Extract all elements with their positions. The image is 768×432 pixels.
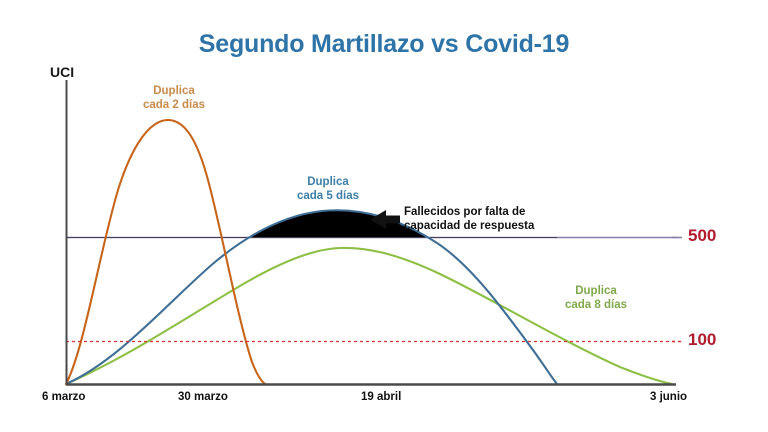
- x-tick-label-2: 19 abril: [361, 391, 402, 403]
- left-arrow-icon: [370, 210, 400, 229]
- excess-deaths-area: [66, 210, 557, 238]
- annotation-excess-deaths: Fallecidos por falta de capacidad de res…: [404, 206, 535, 232]
- threshold-label-100: 100: [688, 330, 717, 349]
- curve-duplica-5-dias: [64, 209, 559, 386]
- series-label-duplica-8-dias: Duplica cada 8 días: [564, 285, 627, 311]
- x-tick-label-1: 30 marzo: [178, 391, 228, 403]
- page-title: Segundo Martillazo vs Covid-19: [198, 30, 570, 58]
- threshold-label-500: 500: [688, 226, 717, 245]
- x-tick-label-3: 3 junio: [650, 391, 688, 403]
- series-label-duplica-5-dias: Duplica cada 5 días: [296, 176, 359, 202]
- curve-duplica-8-dias: [64, 246, 674, 386]
- x-tick-label-0: 6 marzo: [42, 391, 86, 403]
- y-axis-label: UCI: [50, 64, 75, 80]
- series-label-duplica-2-dias: Duplica cada 2 días: [142, 85, 205, 111]
- curve-duplica-2-dias: [64, 118, 267, 386]
